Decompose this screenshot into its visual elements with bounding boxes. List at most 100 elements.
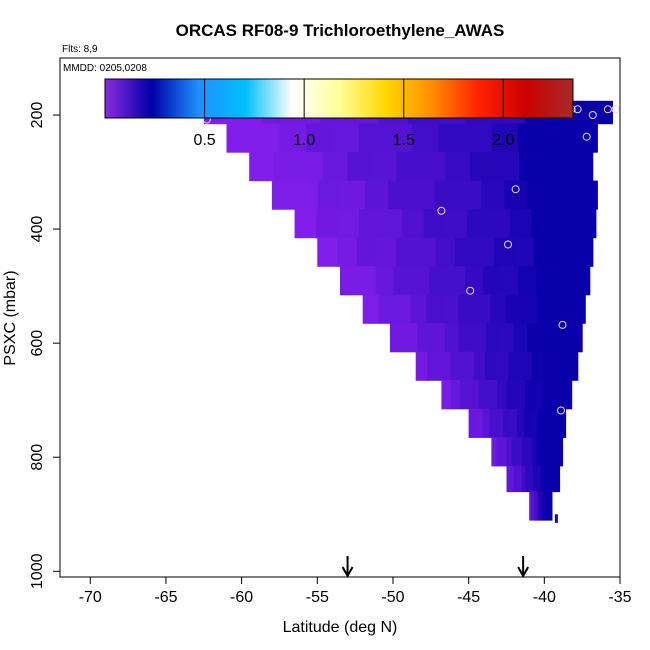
curtain-cell xyxy=(460,380,470,410)
curtain-cell xyxy=(402,209,425,239)
curtain-cell xyxy=(249,152,275,182)
curtain-cell xyxy=(482,408,490,438)
curtain-cell xyxy=(506,380,517,410)
curtain-cell xyxy=(552,437,558,467)
curtain-cell xyxy=(445,209,468,239)
curtain-cell xyxy=(411,123,439,153)
curtain-cell xyxy=(503,408,511,438)
curtain-cell xyxy=(510,465,515,493)
curtain-cell xyxy=(489,294,507,324)
curtain-cell xyxy=(376,237,397,267)
curtain-cell xyxy=(570,123,598,153)
colorbar: 0.5 1.0 1.5 2.0 xyxy=(104,78,574,149)
curtain-cell xyxy=(316,209,339,239)
curtain-cell xyxy=(415,351,428,381)
curtain-cell xyxy=(341,180,366,210)
curtain-cell xyxy=(553,380,563,410)
curtain-cell xyxy=(445,152,471,182)
curtain-cell xyxy=(378,294,396,324)
curtain-cell xyxy=(574,180,598,210)
curtain-cell xyxy=(513,323,528,353)
x-tick-label: -50 xyxy=(381,589,404,606)
curtain-cell xyxy=(536,266,555,296)
curtain-cell xyxy=(527,323,542,353)
curtain-cell xyxy=(544,123,572,153)
curtain-cell xyxy=(543,152,569,182)
curtain-cell xyxy=(426,294,443,324)
curtain-cell xyxy=(521,294,539,324)
curtain-cell xyxy=(496,408,504,438)
arrow-head xyxy=(517,566,530,579)
colorbar-ticks: 0.5 1.0 1.5 2.0 xyxy=(193,79,515,149)
curtain-cell xyxy=(517,123,545,153)
sample-marker xyxy=(466,286,475,295)
curtain-cell xyxy=(517,408,525,438)
curtain-cell xyxy=(554,266,573,296)
curtain-cell xyxy=(295,180,319,210)
curtain-cell xyxy=(494,152,520,182)
curtain-cell xyxy=(534,491,537,521)
curtain-cell xyxy=(441,380,452,410)
curtain-cell xyxy=(478,380,489,410)
curtain-cell xyxy=(553,294,570,324)
curtain-cell xyxy=(525,380,535,410)
curtain-cells xyxy=(203,100,613,523)
curtain-cell xyxy=(466,209,489,239)
curtain-cell xyxy=(499,323,515,353)
curtain-cell xyxy=(332,123,360,153)
curtain-cell xyxy=(534,380,545,410)
curtain-cell xyxy=(536,465,542,493)
dates-note: MMDD: 0205,0208 xyxy=(63,63,147,74)
curtain-cell xyxy=(393,266,412,296)
curtain-cell xyxy=(347,152,373,182)
curtain-cell xyxy=(337,209,360,239)
curtain-cell xyxy=(554,323,569,353)
curtain-cell xyxy=(458,323,473,353)
colorbar-tick-label: 1.5 xyxy=(393,132,415,149)
curtain-cell xyxy=(410,294,427,324)
curtain-cell xyxy=(435,237,456,267)
curtain-cell xyxy=(537,437,543,467)
curtain-cell xyxy=(537,294,554,324)
curtain-cell xyxy=(489,408,497,438)
curtain-cell xyxy=(573,237,594,267)
curtain-cell xyxy=(553,237,574,267)
curtain-cell xyxy=(543,491,546,521)
curtain-cell xyxy=(548,491,551,521)
curtain-cell xyxy=(569,294,586,324)
curtain-cell xyxy=(544,408,553,438)
curtain-cell xyxy=(491,437,498,467)
x-tick-label: -70 xyxy=(79,589,102,606)
curtain-cell xyxy=(550,180,575,210)
sample-marker xyxy=(588,111,597,119)
curtain-cell xyxy=(537,491,540,521)
curtain-cell xyxy=(550,491,553,521)
curtain-cell xyxy=(543,380,554,410)
curtain-cell xyxy=(485,351,498,381)
curtain-cell xyxy=(434,180,459,210)
curtain-cell xyxy=(552,209,575,239)
curtain-cell xyxy=(318,180,343,210)
curtain-cell xyxy=(472,323,487,353)
curtain-cell xyxy=(461,351,475,381)
curtain-cell xyxy=(542,491,545,521)
curtain-cell xyxy=(519,351,532,381)
curtain-cell xyxy=(497,380,508,410)
x-tick-label: -45 xyxy=(457,589,480,606)
x-tick-label: -35 xyxy=(608,589,631,606)
curtain-cell xyxy=(340,266,359,296)
curtain-cell xyxy=(571,266,591,296)
sample-marker xyxy=(557,406,565,415)
curtain-cell xyxy=(411,266,430,296)
sample-marker xyxy=(437,206,446,215)
curtain-cell xyxy=(375,266,395,296)
curtain-cell xyxy=(532,437,538,467)
x-axis-title: Latitude (deg N) xyxy=(283,619,398,636)
curtain-cell xyxy=(558,408,567,438)
curtain-cell xyxy=(496,351,509,381)
curtain-cell xyxy=(450,351,463,381)
flights-note: Flts: 8,9 xyxy=(62,44,98,55)
curtain-cell xyxy=(488,209,511,239)
curtain-cell xyxy=(358,123,386,153)
